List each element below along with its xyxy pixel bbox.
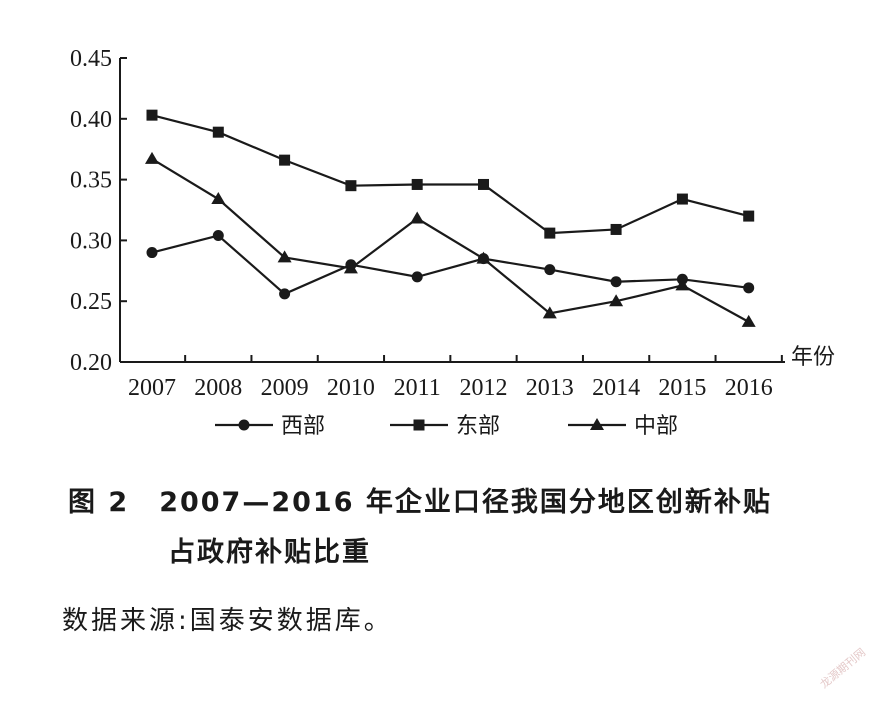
chart-axes: 0.20 0.25 0.30 0.35 0.40 0.45 2007 2008 2009 2010… [70, 46, 835, 401]
legend-marker [413, 419, 425, 431]
series-square [146, 109, 755, 239]
figure-title-line1: 2007—2016 年企业口径我国分地区创新补贴 [159, 487, 772, 518]
legend-item: 东部 [390, 414, 500, 439]
data-point [675, 278, 690, 291]
y-tick-label: 0.25 [70, 289, 112, 315]
data-point [279, 288, 291, 300]
x-tick-label: 2010 [327, 375, 375, 401]
data-point [544, 264, 556, 276]
x-tick-label: 2016 [725, 375, 773, 401]
data-point [741, 314, 756, 327]
series-line [151, 157, 750, 323]
x-tick-label: 2014 [592, 375, 640, 401]
legend-item: 西部 [215, 414, 325, 439]
data-point [410, 211, 425, 224]
y-tick-label: 0.45 [70, 46, 112, 72]
data-point [610, 276, 622, 288]
legend-label: 中部 [634, 414, 678, 439]
watermark: 龙源期刊网 [817, 645, 869, 692]
data-point [609, 294, 624, 307]
data-point [544, 227, 556, 239]
data-point [743, 210, 755, 222]
figure-title-line2: 占政府补贴比重 [168, 537, 371, 568]
y-tick-label: 0.20 [70, 350, 112, 376]
data-point [146, 247, 158, 259]
x-axis-unit-label: 年份 [791, 345, 835, 370]
legend-item: 中部 [568, 414, 678, 439]
x-tick-label: 2012 [460, 375, 508, 401]
legend-marker [238, 419, 250, 431]
data-point [542, 306, 557, 319]
series-line [151, 114, 749, 235]
data-point [279, 154, 291, 166]
chart-series [145, 109, 756, 327]
data-point [411, 178, 423, 190]
figure-caption: 图 2 2007—2016 年企业口径我国分地区创新补贴 占政府补贴比重 [68, 478, 868, 578]
x-tick-label: 2015 [658, 375, 706, 401]
data-point [411, 271, 423, 283]
data-point [343, 261, 358, 274]
x-tick-label: 2008 [194, 375, 242, 401]
data-point [211, 192, 226, 205]
x-tick-label: 2013 [526, 375, 574, 401]
data-point [146, 109, 158, 121]
chart-legend: 西部 东部 中部 [215, 414, 678, 439]
data-point [676, 193, 688, 205]
data-point [478, 178, 489, 190]
legend-label: 西部 [281, 414, 325, 439]
y-tick-label: 0.30 [70, 228, 112, 254]
data-point [145, 151, 159, 164]
y-tick-label: 0.35 [70, 168, 112, 194]
x-tick-label: 2011 [394, 375, 441, 401]
data-source-note: 数据来源:国泰安数据库。 [62, 606, 393, 636]
figure-number: 图 2 [68, 487, 130, 518]
x-tick-label: 2007 [128, 375, 176, 401]
series-line [151, 234, 749, 296]
x-tick-label: 2009 [261, 375, 309, 401]
y-tick-label: 0.40 [70, 107, 112, 133]
data-point [743, 282, 755, 294]
data-point [610, 223, 622, 235]
data-point [277, 250, 292, 263]
data-point [212, 230, 224, 242]
legend-marker [590, 418, 604, 430]
data-point [476, 251, 491, 264]
data-point [345, 180, 357, 192]
series-triangle [145, 151, 756, 327]
legend-label: 东部 [456, 414, 500, 439]
data-point [212, 126, 224, 138]
line-chart: 0.20 0.25 0.30 0.35 0.40 0.45 2007 2008 2009 2010… [70, 46, 835, 439]
